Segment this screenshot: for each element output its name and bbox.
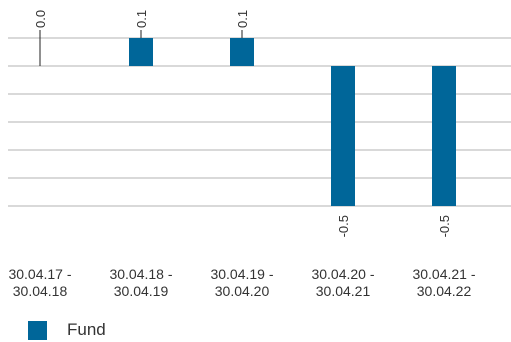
data-label: 0.0: [33, 10, 48, 28]
data-label: -0.5: [336, 215, 351, 237]
category-label-line: 30.04.18: [12, 283, 68, 299]
bars: [39, 30, 456, 206]
category-label-line: 30.04.20 -: [311, 266, 375, 282]
bar: [129, 38, 153, 66]
category-label-line: 30.04.19 -: [210, 266, 274, 282]
bar: [230, 38, 254, 66]
bar: [331, 66, 355, 206]
data-label: 0.1: [134, 10, 149, 28]
category-label: 30.04.17 -30.04.18: [0, 266, 85, 300]
category-label: 30.04.21 -30.04.22: [399, 266, 489, 300]
category-label-line: 30.04.18 -: [109, 266, 173, 282]
category-label-line: 30.04.22: [416, 283, 472, 299]
category-label: 30.04.18 -30.04.19: [96, 266, 186, 300]
legend-swatch: [28, 320, 47, 340]
category-label: 30.04.19 -30.04.20: [197, 266, 287, 300]
category-label-line: 30.04.21 -: [412, 266, 476, 282]
legend-label: Fund: [67, 320, 106, 339]
category-label-line: 30.04.19: [113, 283, 169, 299]
category-label-line: 30.04.17 -: [8, 266, 72, 282]
category-label: 30.04.20 -30.04.21: [298, 266, 388, 300]
legend: Fund: [28, 320, 106, 340]
data-label: -0.5: [437, 215, 452, 237]
data-labels: 0.0 0.1 0.1 -0.5 -0.5: [33, 10, 452, 237]
gridlines: [8, 37, 511, 207]
data-label: 0.1: [235, 10, 250, 28]
category-label-line: 30.04.20: [214, 283, 270, 299]
category-label-line: 30.04.21: [315, 283, 371, 299]
bar: [432, 66, 456, 206]
